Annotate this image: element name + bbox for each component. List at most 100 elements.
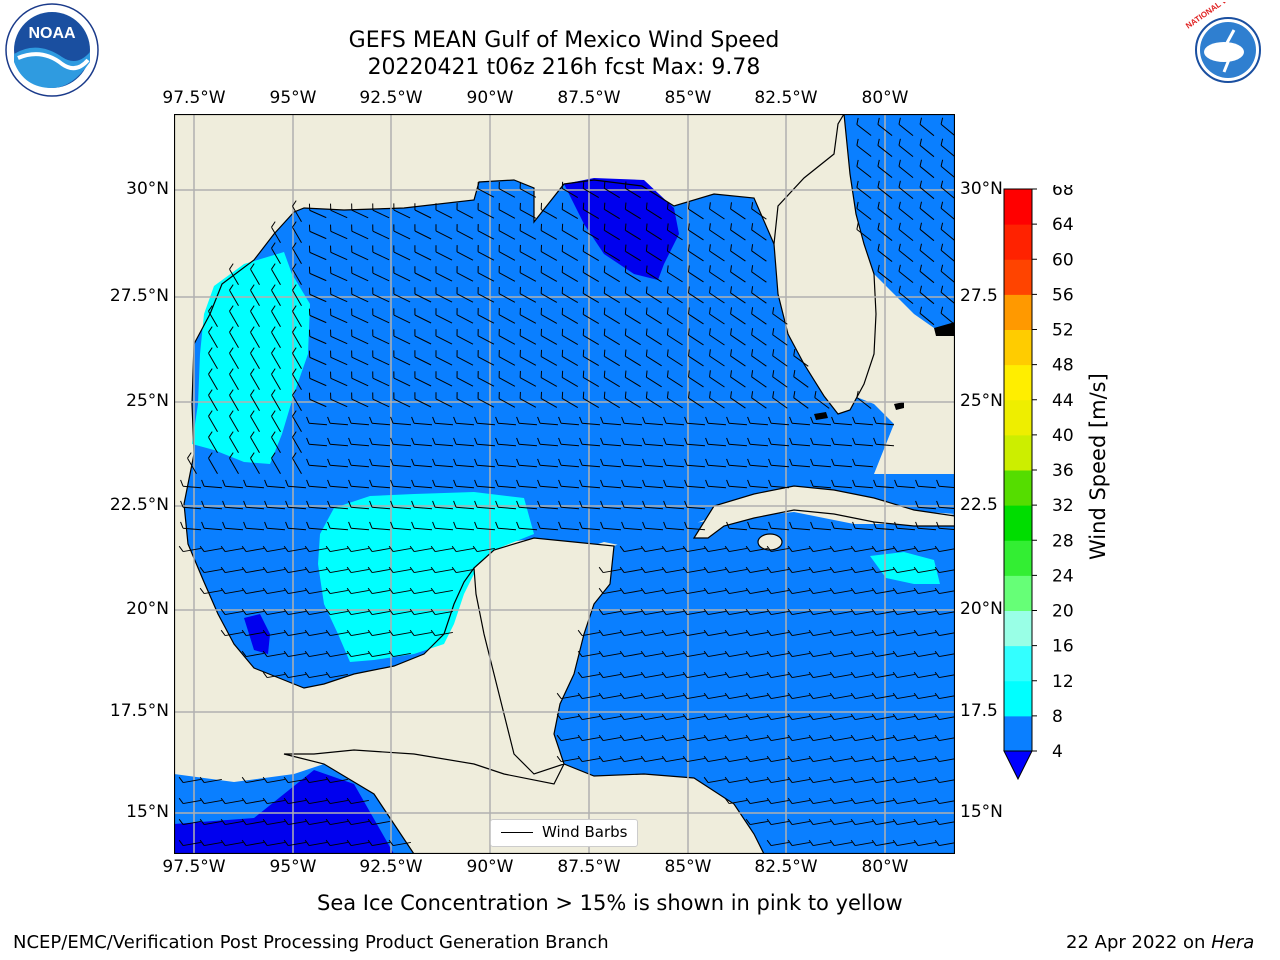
colorbar-tick-label: 52 <box>1052 321 1074 341</box>
wind-barb <box>579 437 601 447</box>
wind-barb <box>850 776 873 784</box>
colorbar-segment <box>1004 645 1032 682</box>
wind-barb <box>435 224 453 240</box>
wind-barb <box>772 328 788 346</box>
wind-barb <box>600 479 622 489</box>
wind-barb <box>516 437 538 447</box>
wind-barb <box>787 797 810 805</box>
wind-barb <box>372 287 390 303</box>
wind-barb <box>850 713 873 721</box>
wind-barb <box>603 391 620 409</box>
wind-barb <box>789 458 811 468</box>
wind-barb <box>262 776 285 784</box>
wind-barb <box>262 671 285 679</box>
wind-barb <box>220 608 243 616</box>
wind-barb <box>856 138 872 157</box>
wind-barb <box>829 545 852 553</box>
wind-barb <box>829 671 852 679</box>
wind-barb <box>787 650 810 658</box>
wind-barb <box>241 629 264 637</box>
wind-barb <box>745 797 768 805</box>
graticule <box>174 114 955 854</box>
axis-tick-label: 95°W <box>269 88 317 108</box>
wind-barb <box>477 182 495 198</box>
wind-barb <box>624 181 641 199</box>
wind-barb <box>346 587 369 595</box>
wind-barb <box>220 839 243 847</box>
wind-barb <box>877 117 893 136</box>
wind-barb <box>540 244 558 261</box>
wind-barb <box>283 650 306 658</box>
axis-tick-label: 25°N <box>126 391 169 411</box>
wind-barb <box>684 458 706 468</box>
wind-barb <box>709 391 725 409</box>
wind-barb <box>388 839 411 847</box>
axis-tick-label: 15°N <box>126 802 169 822</box>
wind-barb <box>892 734 915 742</box>
wind-barb <box>687 265 704 283</box>
wind-barb <box>766 818 789 826</box>
colorbar-segment <box>1004 259 1032 295</box>
wind-barb <box>709 265 725 283</box>
wind-barb <box>582 307 599 325</box>
wind-barb <box>877 264 893 283</box>
wind-barb <box>243 479 265 489</box>
wind-barb <box>808 545 831 553</box>
wind-barb <box>201 521 223 531</box>
wind-barb <box>603 328 620 346</box>
axis-tick-label: 25°N <box>960 391 1003 411</box>
wind-barb <box>577 755 600 763</box>
wind-barb <box>306 458 328 468</box>
wind-barb <box>537 458 559 468</box>
wind-barb <box>810 458 832 468</box>
wind-barb <box>684 479 706 489</box>
wind-barb <box>271 389 281 412</box>
wind-barb <box>367 629 390 637</box>
wind-barb <box>435 308 453 324</box>
wind-barb <box>388 587 411 595</box>
wind-barb <box>325 587 348 595</box>
wind-barb <box>456 350 474 366</box>
wind-barb <box>705 458 727 468</box>
wind-barb <box>829 566 852 574</box>
nws-logo: NATIONAL WEATHER SERVICE <box>1182 2 1278 96</box>
wind-barb <box>222 500 244 510</box>
wind-barb <box>453 458 475 468</box>
wind-barb <box>661 608 684 616</box>
wind-barb <box>369 458 391 468</box>
wind-barb <box>456 224 474 240</box>
wind-barb <box>661 713 684 721</box>
wind-barb <box>474 437 496 447</box>
wind-barb <box>747 437 769 447</box>
wind-barb <box>913 755 936 763</box>
wind-barb <box>561 181 579 198</box>
wind-barb <box>495 437 517 447</box>
wind-barb <box>726 437 748 447</box>
wind-barb <box>687 370 704 388</box>
wind-barb <box>745 566 768 574</box>
wind-barb <box>241 566 264 574</box>
wind-barb <box>283 629 306 637</box>
florida <box>773 114 877 415</box>
wind-barb <box>393 329 411 345</box>
wind-barb <box>666 307 683 325</box>
wind-barb <box>577 713 600 721</box>
wind-barb <box>645 349 662 367</box>
wind-barb <box>582 391 599 409</box>
wind-barb <box>619 692 642 700</box>
axis-tick-label: 85°W <box>664 88 712 108</box>
wind-barb <box>856 180 872 199</box>
wind-barb <box>871 797 894 805</box>
wind-barb <box>850 545 873 553</box>
wind-barb <box>243 500 265 510</box>
wind-barb <box>262 818 285 826</box>
wind-barb <box>892 629 915 637</box>
wind-barb <box>498 223 516 240</box>
wind-barb <box>367 545 390 553</box>
pacific-low-wind <box>174 770 394 854</box>
wind-barb <box>285 500 307 510</box>
wind-barb <box>292 347 302 370</box>
wind-barb <box>645 328 662 346</box>
wind-barb <box>561 244 579 261</box>
